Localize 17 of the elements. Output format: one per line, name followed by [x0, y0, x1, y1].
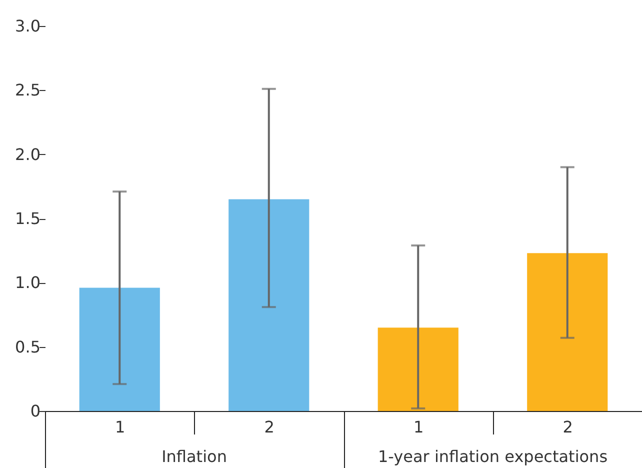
bar — [378, 328, 458, 411]
y-tick-label: 2.5 — [15, 80, 40, 100]
x-tick-label: 2 — [264, 418, 274, 436]
x-tick-label: 1 — [414, 418, 424, 436]
bar — [79, 288, 160, 411]
bar — [228, 199, 310, 411]
y-tick-label: 1.5 — [15, 209, 40, 228]
y-tick-label: 3.0 — [15, 16, 40, 36]
text: Inflation — [162, 447, 227, 466]
x-tick-label: 1 — [115, 418, 126, 436]
y-tick-label: 0 — [30, 402, 40, 420]
y-tick-label: 1.0 — [15, 273, 40, 292]
x-tick-label: 2 — [562, 418, 573, 436]
y-tick-label: 2.0 — [15, 144, 40, 164]
text: 1-year inflation expectations — [378, 447, 608, 466]
bar — [527, 253, 608, 411]
y-tick-label: 0.5 — [15, 337, 40, 356]
